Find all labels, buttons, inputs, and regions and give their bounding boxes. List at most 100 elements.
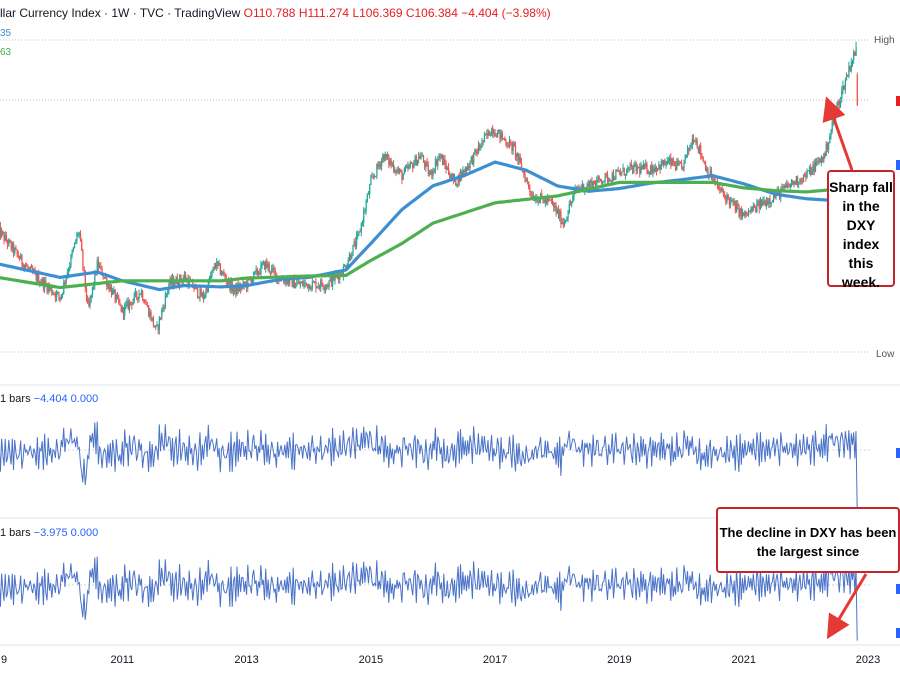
candle-body (10, 242, 12, 250)
candle-body (112, 290, 114, 295)
candle-body (148, 305, 150, 317)
candle-body (734, 201, 737, 212)
candle-body (537, 202, 539, 204)
candle-body (528, 181, 530, 188)
candle-body (822, 156, 824, 161)
candle-body (274, 270, 276, 273)
candle-body (140, 291, 143, 295)
candle-body (701, 155, 703, 157)
candle-body (501, 132, 504, 139)
candle-body (322, 285, 324, 289)
candle-body (102, 275, 104, 278)
candle-body (357, 233, 359, 236)
candle-body (70, 255, 72, 266)
callout-largest-decline: The decline in DXY has been the largest … (716, 507, 900, 573)
candle-body (21, 254, 23, 264)
candle-body (327, 285, 329, 287)
candle-body (373, 176, 376, 178)
candle-body (22, 263, 24, 269)
candle-body (297, 282, 299, 284)
candle-body (794, 181, 796, 185)
candle-body (185, 275, 187, 281)
candle-body (200, 289, 202, 297)
candle-body (265, 261, 267, 270)
candle-body (164, 295, 167, 308)
candle-body (560, 211, 562, 224)
candle-body (829, 136, 831, 144)
candle-body (652, 168, 654, 174)
candle-body (73, 242, 76, 248)
candle-body (798, 183, 800, 185)
candle-body (616, 170, 618, 172)
candle-body (513, 143, 515, 147)
candle-body (91, 286, 94, 295)
candle-body (308, 284, 310, 289)
candle-body (350, 254, 352, 259)
candle-body (630, 164, 633, 167)
candle-body (224, 274, 226, 279)
candle-body (418, 156, 420, 161)
candle-body (614, 179, 616, 181)
candle-body (150, 311, 152, 321)
pane1-legend: 1 bars −4.404 0.000 (0, 393, 98, 405)
candle-body (624, 175, 627, 177)
candle-body (462, 169, 464, 177)
candle-body (661, 161, 664, 166)
candle-body (295, 285, 297, 289)
candle-body (676, 161, 678, 170)
pane2-legend: 1 bars −3.975 0.000 (0, 527, 98, 539)
candle-body (650, 165, 652, 172)
candle-body (238, 285, 241, 292)
x-tick-label: 9 (0, 654, 8, 666)
candle-body (180, 275, 182, 281)
candle-body (387, 155, 389, 158)
candle-body (825, 143, 827, 157)
candle-body (188, 279, 190, 287)
candle-body (124, 305, 126, 316)
candle-body (328, 281, 330, 287)
candle-body (310, 288, 312, 290)
candle-body (68, 270, 70, 274)
candle-body (836, 105, 838, 112)
candle-body (663, 160, 665, 166)
candle-body (470, 157, 472, 161)
candle-body (289, 277, 291, 284)
candle-body (348, 254, 351, 261)
candle-body (583, 183, 585, 192)
candle-body (262, 261, 265, 265)
candle-body (143, 299, 145, 303)
candle-body (426, 162, 428, 165)
candle-body (665, 164, 667, 166)
candle-body (831, 122, 833, 132)
candle-body (5, 235, 8, 242)
candle-body (194, 285, 196, 290)
candle-body (388, 155, 390, 165)
candle-body (183, 275, 186, 279)
candle-body (163, 307, 165, 309)
candle-body (242, 281, 244, 286)
candle-body (837, 101, 839, 106)
candle-body (487, 130, 489, 136)
candle-body (27, 266, 29, 269)
candle-body (146, 304, 149, 306)
candle-body (844, 80, 846, 90)
candle-body (60, 294, 63, 300)
candle-body (592, 181, 594, 189)
candle-body (610, 180, 612, 182)
candle-body (119, 302, 121, 305)
candle-body (529, 187, 531, 192)
low-tag: Low (876, 349, 895, 360)
candle-body (520, 162, 523, 171)
candle-body (843, 85, 845, 90)
candle-body (305, 282, 308, 284)
candle-body (810, 167, 812, 175)
close-value: C106.384 (405, 6, 458, 20)
candle-body (11, 243, 14, 250)
candle-body (269, 271, 272, 273)
candle-body (57, 292, 59, 294)
candle-body (586, 183, 588, 188)
candle-body (626, 168, 628, 176)
candle-body (477, 145, 480, 154)
candle-body (556, 209, 558, 214)
